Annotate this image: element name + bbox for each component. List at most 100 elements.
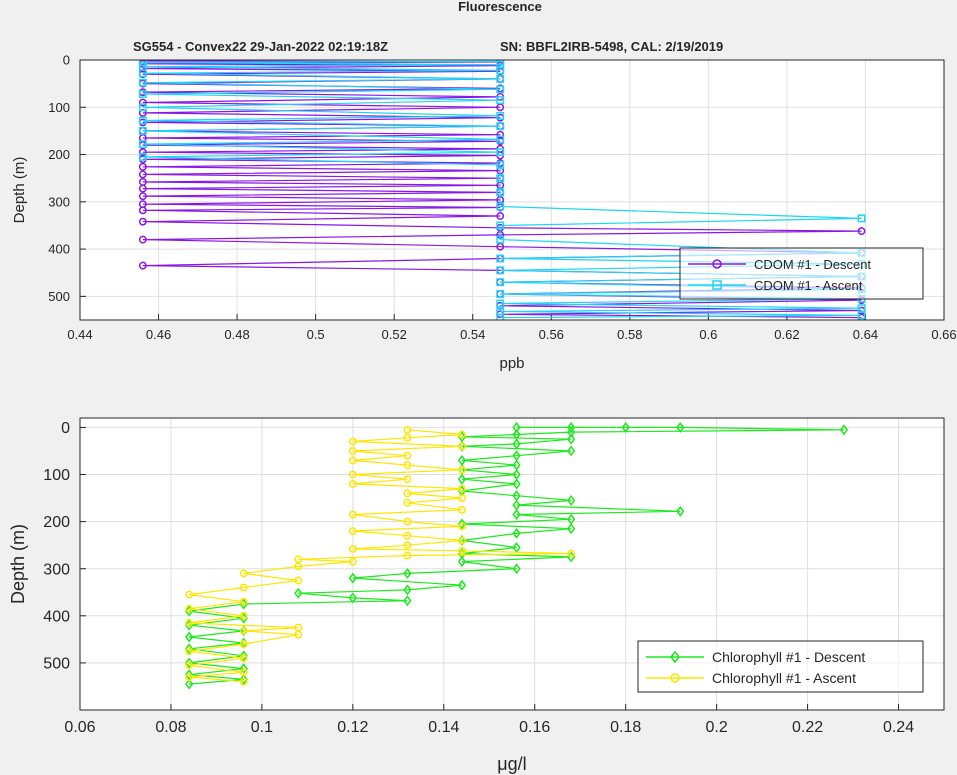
legend-marker [712, 280, 722, 290]
x-tick-label: 0.14 [428, 719, 459, 736]
data-point [138, 192, 147, 201]
data-point [458, 536, 466, 545]
data-point [138, 217, 147, 226]
data-point [138, 78, 147, 87]
data-point [676, 421, 685, 433]
y-tick-label: 0 [63, 53, 70, 68]
data-point [185, 673, 194, 681]
data-point [138, 62, 147, 71]
x-tick-label: 0.54 [460, 327, 485, 342]
data-point [403, 461, 412, 470]
data-point [185, 647, 194, 656]
data-point [676, 505, 685, 517]
y-tick-label: 200 [43, 514, 70, 531]
y-axis-label: Depth (m) [8, 524, 28, 604]
data-point [239, 583, 248, 592]
data-point [496, 60, 505, 66]
data-point [239, 650, 248, 662]
data-point [138, 261, 147, 270]
y-tick-label: 400 [43, 608, 70, 625]
data-point [138, 60, 147, 67]
legend: Chlorophyll #1 - Descent Chlorophyll #1 -… [637, 640, 924, 693]
data-point [239, 625, 248, 637]
data-point [138, 184, 147, 193]
data-point [184, 631, 194, 643]
data-point [496, 96, 505, 105]
data-point [566, 421, 576, 433]
data-point [458, 505, 466, 514]
data-point [138, 170, 147, 179]
data-point [839, 424, 849, 436]
data-point [457, 579, 467, 591]
y-tick-label: 100 [43, 467, 70, 484]
x-axis-label: ppb [499, 355, 524, 372]
data-point [496, 160, 505, 169]
data-point [458, 484, 466, 493]
data-point [138, 206, 147, 215]
data-point [496, 74, 505, 83]
data-point [403, 489, 412, 498]
data-point [496, 235, 505, 244]
x-tick-label: 0.5 [307, 327, 325, 342]
data-point [239, 654, 248, 663]
x-tick-label: 0.52 [382, 327, 407, 342]
data-point [294, 555, 303, 564]
data-point [457, 518, 467, 530]
data-point [403, 541, 412, 550]
legend-box [679, 247, 924, 300]
legend: CDOM #1 - Descent CDOM #1 - Ascent [679, 247, 924, 300]
legend-marker [712, 259, 722, 269]
data-point [496, 254, 505, 263]
x-tick-label: 0.2 [706, 719, 728, 736]
legend-marker [670, 650, 680, 664]
x-tick-label: 0.46 [146, 327, 171, 342]
data-point [294, 576, 303, 585]
axes-box [79, 417, 945, 711]
data-point [138, 103, 147, 112]
series-1 [185, 425, 576, 686]
x-tick-label: 0.1 [251, 719, 273, 736]
data-point [496, 111, 505, 120]
series-line [142, 60, 862, 319]
data-point [239, 611, 248, 620]
data-point [457, 535, 467, 546]
data-point [138, 90, 147, 98]
figure-title: Fluorescence [458, 0, 542, 14]
data-point [403, 425, 412, 434]
legend-marker [670, 673, 680, 683]
series-0 [184, 421, 849, 690]
data-point [496, 299, 505, 308]
data-point [458, 546, 466, 555]
data-point [348, 479, 357, 488]
axes-box [79, 59, 945, 321]
data-point [138, 140, 147, 149]
data-point [348, 510, 357, 519]
series-line [189, 426, 845, 685]
data-point [458, 430, 466, 439]
data-point [348, 557, 357, 566]
data-point [457, 473, 467, 485]
data-point [138, 152, 147, 161]
data-point [185, 590, 194, 599]
data-point [567, 549, 576, 558]
data-point [403, 595, 412, 607]
data-point [566, 445, 576, 457]
data-point [457, 556, 467, 568]
y-tick-label: 200 [48, 147, 70, 162]
data-point [239, 598, 248, 610]
legend-box [637, 640, 924, 693]
data-point [857, 227, 866, 236]
x-tick-label: 0.48 [224, 327, 249, 342]
data-point [348, 437, 357, 446]
data-point [566, 523, 576, 535]
data-point [184, 678, 194, 690]
data-point [496, 307, 505, 316]
figure-subtitle-right: SN: BBFL2IRB-5498, CAL: 2/19/2019 [500, 39, 723, 54]
data-point [348, 456, 357, 465]
data-point [294, 623, 303, 632]
data-point [239, 569, 248, 578]
legend-label: Chlorophyll #1 - Descent [712, 649, 865, 665]
data-point [184, 643, 194, 655]
data-point [348, 447, 357, 455]
data-point [239, 626, 248, 635]
